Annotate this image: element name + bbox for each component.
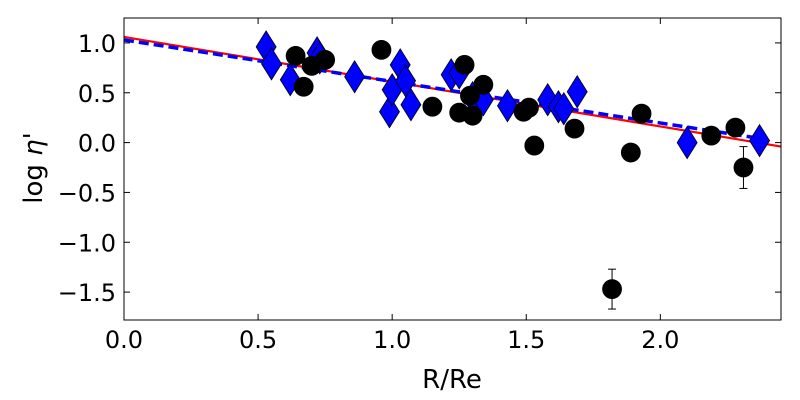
diamond-point bbox=[566, 75, 588, 109]
x-tick-label: 1.0 bbox=[373, 326, 411, 354]
circle-point bbox=[620, 142, 641, 163]
data-points bbox=[255, 30, 771, 310]
circle-point bbox=[422, 96, 443, 117]
diamond-point bbox=[400, 87, 422, 122]
y-axis-title: log η' bbox=[19, 132, 49, 204]
circle-point bbox=[454, 54, 475, 75]
circle-point bbox=[701, 125, 722, 146]
circle-point bbox=[524, 135, 545, 156]
diamond-point bbox=[553, 91, 575, 126]
circle-point bbox=[371, 39, 392, 60]
y-tick-label: −0.5 bbox=[58, 179, 116, 207]
x-tick-label: 2.0 bbox=[641, 326, 679, 354]
diamond-point bbox=[379, 94, 400, 129]
circle-point bbox=[315, 49, 336, 70]
diamond-point bbox=[676, 125, 698, 160]
circle-point bbox=[460, 85, 480, 106]
y-tick-label: 1.0 bbox=[78, 30, 116, 58]
fit-lines bbox=[123, 35, 782, 148]
axis-ticks: 0.0 0.5 1.0 1.5 2.0 1.0 0.5 0.0 −0.5 −1.0 −1.5 bbox=[58, 18, 781, 354]
y-tick-label: −1.0 bbox=[58, 229, 116, 257]
x-axis-title: R/Re bbox=[422, 365, 482, 395]
y-tick-label: 0.0 bbox=[78, 130, 116, 158]
diamond-point bbox=[261, 47, 282, 81]
circle-point bbox=[725, 117, 746, 138]
circle-point bbox=[733, 157, 754, 178]
plot-area-frame bbox=[123, 17, 782, 321]
x-tick-label: 0.5 bbox=[239, 326, 277, 354]
circle-point bbox=[519, 97, 539, 118]
circle-point bbox=[293, 76, 314, 97]
y-tick-label: 0.5 bbox=[78, 80, 116, 108]
y-tick-label: −1.5 bbox=[58, 279, 116, 307]
circle-point bbox=[564, 118, 585, 139]
circle-point bbox=[462, 105, 483, 126]
diamond-point bbox=[749, 123, 771, 158]
diamond-point bbox=[344, 60, 366, 94]
circle-point bbox=[631, 103, 652, 124]
diamond-point bbox=[497, 88, 518, 123]
x-tick-label: 1.5 bbox=[507, 326, 545, 354]
circle-point bbox=[285, 45, 306, 66]
fit-line-dashed bbox=[123, 38, 768, 142]
circle-point bbox=[602, 279, 622, 300]
circle-point bbox=[473, 74, 494, 95]
x-tick-label: 0.0 bbox=[105, 326, 143, 354]
y-axis-title-symbol: η' bbox=[19, 132, 49, 156]
y-axis-title-prefix: log bbox=[19, 156, 49, 204]
